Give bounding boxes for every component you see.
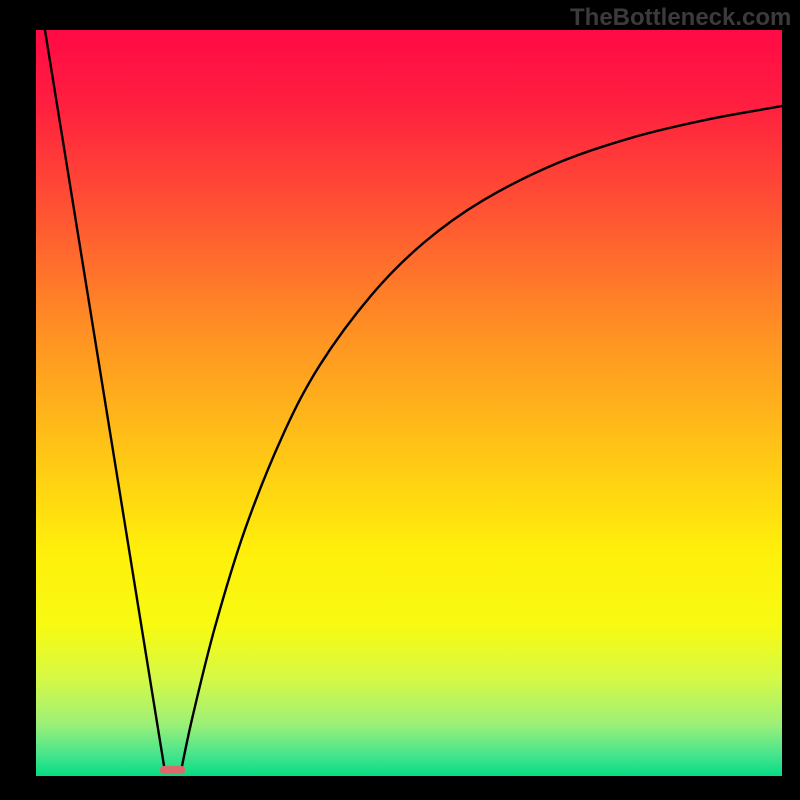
chart-svg xyxy=(36,30,782,776)
min-marker xyxy=(160,766,185,774)
plot-area xyxy=(36,30,782,776)
watermark-text: TheBottleneck.com xyxy=(570,4,791,32)
chart-container: TheBottleneck.com xyxy=(0,0,800,800)
